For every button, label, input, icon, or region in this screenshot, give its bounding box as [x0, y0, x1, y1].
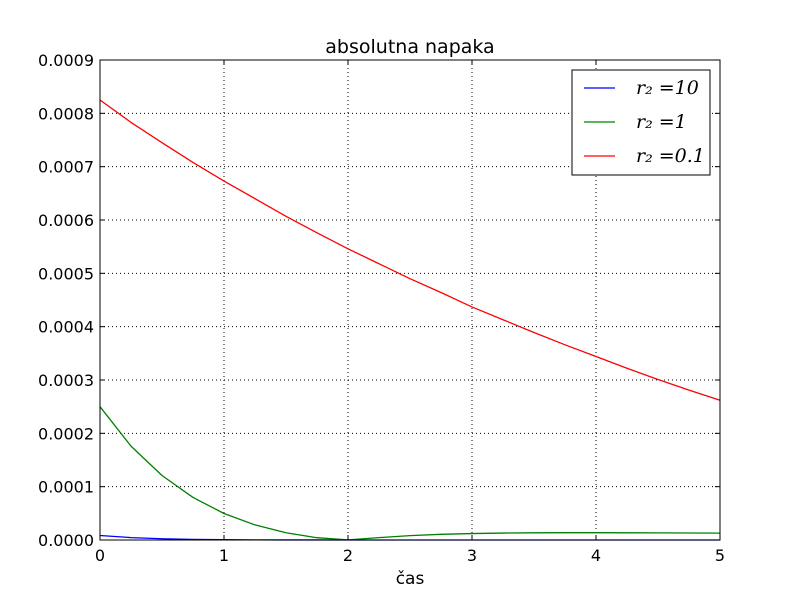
x-tick-label: 5 [715, 546, 725, 565]
x-tick-label: 2 [343, 546, 353, 565]
y-tick-label: 0.0002 [38, 424, 94, 443]
axis-ticks: 0 1 2 3 4 5 0.0000 0.0001 0.0002 0.0003 0.0004 0.00… [38, 51, 725, 565]
series-line-2 [99, 406, 721, 541]
legend: r₂ =10 r₂ =1 r₂ =0.1 [571, 69, 711, 176]
x-tick-label: 0 [95, 546, 105, 565]
y-tick-label: 0.0006 [38, 211, 94, 230]
x-axis-label: čas [396, 569, 425, 589]
legend-label-1: r₂ =10 [636, 77, 699, 99]
y-tick-label: 0.0008 [38, 104, 94, 123]
y-tick-label: 0.0004 [38, 318, 94, 337]
y-tick-label: 0.0000 [38, 531, 94, 550]
x-tick-label: 1 [219, 546, 229, 565]
y-tick-label: 0.0007 [38, 158, 94, 177]
series-line-3 [99, 99, 721, 401]
y-tick-label: 0.0009 [38, 51, 94, 70]
x-tick-label: 4 [591, 546, 601, 565]
y-tick-label: 0.0003 [38, 371, 94, 390]
legend-label-2: r₂ =1 [636, 111, 687, 133]
chart-title: absolutna napaka [325, 36, 494, 58]
y-tick-label: 0.0001 [38, 478, 94, 497]
x-tick-label: 3 [467, 546, 477, 565]
plot-frame [99, 59, 721, 541]
legend-label-3: r₂ =0.1 [636, 145, 705, 167]
y-tick-label: 0.0005 [38, 264, 94, 283]
